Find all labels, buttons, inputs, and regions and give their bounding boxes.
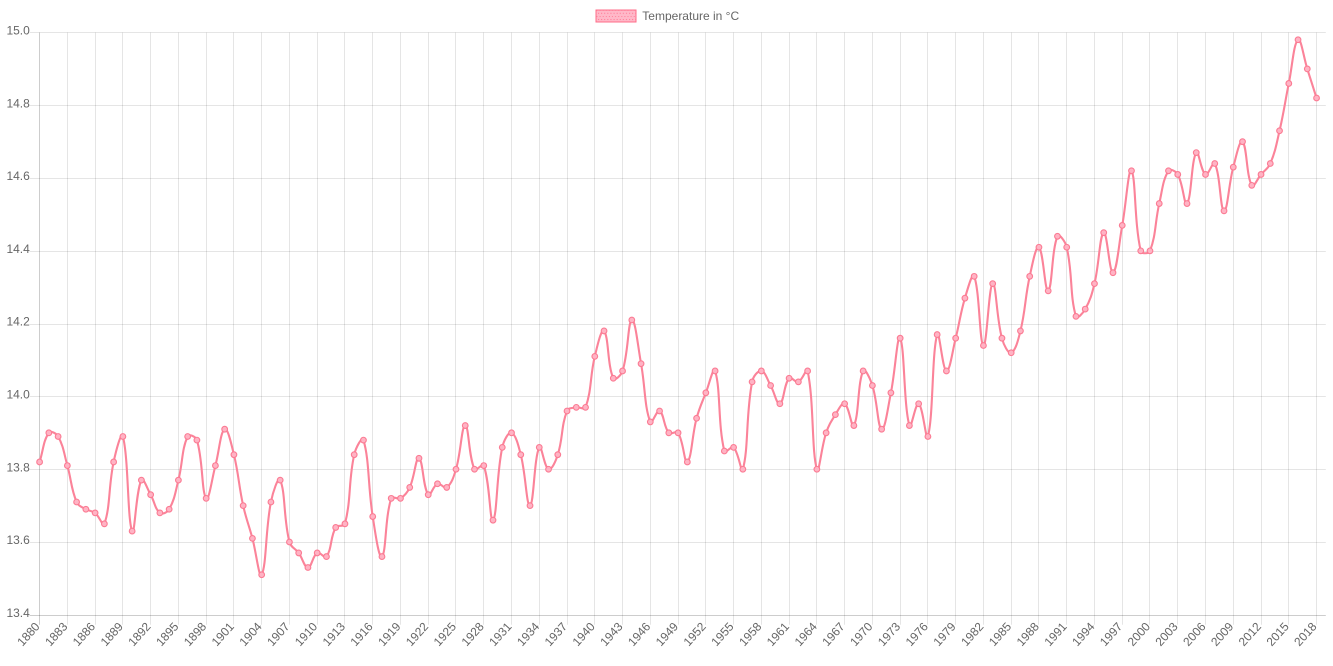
svg-text:Temperature in °C: Temperature in °C	[642, 9, 739, 23]
svg-text:14.0: 14.0	[6, 388, 30, 402]
svg-text:13.4: 13.4	[6, 606, 30, 620]
svg-text:14.6: 14.6	[6, 169, 30, 183]
svg-text:15.0: 15.0	[6, 24, 30, 38]
svg-text:13.8: 13.8	[6, 460, 30, 474]
svg-text:13.6: 13.6	[6, 533, 30, 547]
svg-text:14.8: 14.8	[6, 96, 30, 110]
svg-text:14.4: 14.4	[6, 242, 30, 256]
svg-text:14.2: 14.2	[6, 315, 30, 329]
